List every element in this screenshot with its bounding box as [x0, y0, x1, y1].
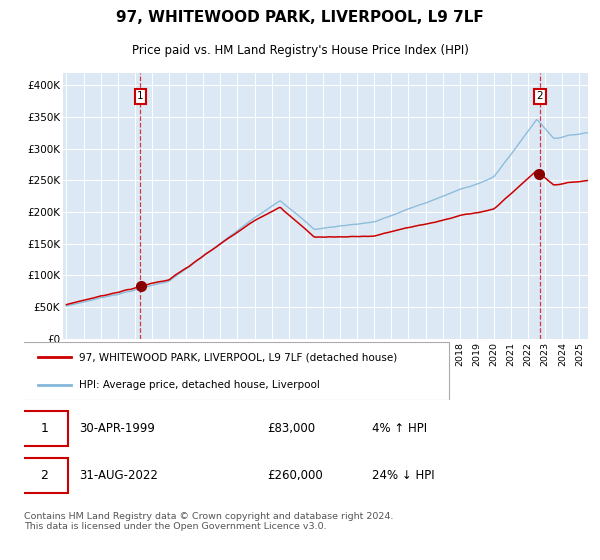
- Text: Contains HM Land Registry data © Crown copyright and database right 2024.
This d: Contains HM Land Registry data © Crown c…: [24, 512, 394, 531]
- Text: 1: 1: [137, 91, 144, 101]
- FancyBboxPatch shape: [21, 411, 68, 446]
- Text: 30-APR-1999: 30-APR-1999: [79, 422, 155, 435]
- FancyBboxPatch shape: [21, 458, 68, 493]
- Text: 97, WHITEWOOD PARK, LIVERPOOL, L9 7LF (detached house): 97, WHITEWOOD PARK, LIVERPOOL, L9 7LF (d…: [79, 352, 397, 362]
- Text: 24% ↓ HPI: 24% ↓ HPI: [372, 469, 434, 482]
- Text: HPI: Average price, detached house, Liverpool: HPI: Average price, detached house, Live…: [79, 380, 320, 390]
- FancyBboxPatch shape: [19, 342, 449, 400]
- Text: 2: 2: [40, 469, 49, 482]
- Text: £260,000: £260,000: [267, 469, 323, 482]
- Text: Price paid vs. HM Land Registry's House Price Index (HPI): Price paid vs. HM Land Registry's House …: [131, 44, 469, 57]
- Text: 1: 1: [40, 422, 49, 435]
- Text: 97, WHITEWOOD PARK, LIVERPOOL, L9 7LF: 97, WHITEWOOD PARK, LIVERPOOL, L9 7LF: [116, 10, 484, 25]
- Text: 4% ↑ HPI: 4% ↑ HPI: [372, 422, 427, 435]
- Text: 2: 2: [536, 91, 543, 101]
- Text: £83,000: £83,000: [267, 422, 315, 435]
- Text: 31-AUG-2022: 31-AUG-2022: [79, 469, 158, 482]
